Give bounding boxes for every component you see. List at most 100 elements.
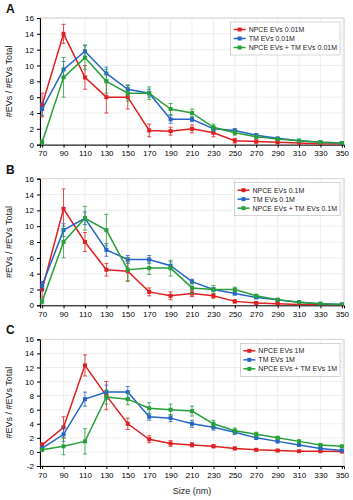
error-bar (233, 130, 237, 135)
grid-line-x (170, 339, 171, 466)
y-tick: 8 (30, 77, 40, 86)
y-tick-label: 6 (30, 406, 35, 415)
y-tick-label: 12 (25, 46, 34, 55)
legend-label: NPCE EVs 0.01M (249, 26, 305, 33)
marker (276, 136, 280, 140)
y-tick-label: 0 (30, 141, 35, 150)
y-tick-mark (37, 226, 40, 227)
x-tick: 350 (336, 466, 350, 480)
y-tick-mark (37, 34, 40, 35)
error-bar (147, 124, 151, 137)
x-tick: 350 (336, 145, 350, 159)
marker (104, 95, 108, 99)
error-bar (40, 282, 44, 298)
legend-marker (247, 349, 251, 353)
error-bar (254, 436, 258, 439)
error-bar (233, 428, 237, 434)
y-tick-label: 2 (30, 125, 35, 134)
error-bar (62, 438, 66, 455)
y-tick-label: 10 (25, 62, 34, 71)
error-bar (211, 286, 215, 294)
x-tick-mark (320, 145, 321, 148)
x-tick-mark (106, 305, 107, 308)
y-tick-label: 10 (25, 378, 34, 387)
legend-label: TM EVs 0.1M (253, 196, 296, 203)
x-tick-label: 150 (122, 310, 136, 319)
x-tick-mark (85, 145, 86, 148)
x-tick: 90 (60, 305, 69, 319)
x-tick: 310 (293, 466, 307, 480)
marker (318, 302, 322, 306)
x-tick-label: 290 (271, 471, 285, 480)
x-tick: 330 (314, 145, 328, 159)
x-tick-label: 270 (250, 310, 264, 319)
grid-line-y (40, 257, 344, 258)
legend-item: TM EVs 1M (243, 356, 295, 363)
y-tick-mark (37, 18, 40, 19)
grid-line-y (40, 381, 344, 382)
y-tick: 10 (25, 62, 40, 71)
marker (276, 436, 280, 440)
error-bar (126, 85, 130, 109)
x-tick-label: 70 (38, 310, 47, 319)
y-tick-label: 2 (30, 286, 35, 295)
marker (83, 397, 87, 401)
error-bar (147, 403, 151, 414)
series (40, 212, 344, 305)
x-tick: 190 (164, 466, 178, 480)
error-bar (254, 135, 258, 138)
x-axis-line (41, 306, 345, 308)
x-tick-label: 130 (100, 310, 114, 319)
x-axis-line (41, 145, 345, 148)
y-tick-mark (37, 50, 40, 51)
marker (340, 303, 344, 306)
y-tick-mark (37, 81, 40, 82)
x-tick-label: 270 (250, 149, 264, 158)
x-tick-mark (213, 466, 214, 469)
y-tick-mark (37, 438, 40, 439)
x-tick-mark (299, 145, 300, 148)
error-bar (104, 263, 108, 276)
legend-label: NPCE EVs + TM EVs 1M (258, 365, 337, 372)
y-tick-label: 10 (25, 222, 34, 231)
marker (147, 415, 151, 419)
x-tick-label: 170 (143, 471, 157, 480)
x-tick: 130 (100, 305, 114, 319)
grid-line-y (40, 18, 344, 19)
y-tick: 2 (30, 434, 40, 443)
x-tick-mark (342, 466, 343, 469)
x-tick-mark (106, 466, 107, 469)
y-tick-label: 4 (30, 109, 35, 118)
x-tick-label: 210 (186, 310, 200, 319)
x-tick-mark (171, 145, 172, 148)
plot-area (40, 189, 344, 305)
x-tick-mark (235, 305, 236, 308)
x-tick: 330 (314, 305, 328, 319)
x-tick: 110 (79, 305, 92, 319)
marker (233, 288, 237, 292)
marker (104, 268, 108, 272)
marker (169, 416, 173, 420)
x-tick-mark (171, 466, 172, 469)
marker (169, 408, 173, 412)
marker (211, 125, 215, 129)
x-tick-mark (278, 305, 279, 308)
x-tick: 230 (207, 145, 221, 159)
marker (40, 448, 44, 452)
x-tick-label: 250 (229, 310, 243, 319)
marker (340, 141, 344, 145)
marker (297, 139, 301, 143)
y-tick-label: 6 (30, 254, 35, 263)
x-tick-mark (128, 305, 129, 308)
x-tick-mark (235, 145, 236, 148)
y-axis-title: #EVs / #EVs Total (4, 45, 14, 117)
legend-item: NPCE EVs 1M (243, 347, 304, 354)
error-bar (169, 404, 173, 415)
y-tick-label: 14 (25, 30, 34, 39)
y-tick-label: 16 (25, 14, 34, 23)
x-tick-label: 310 (293, 310, 307, 319)
error-bar (190, 282, 194, 293)
y-tick: 4 (30, 109, 40, 118)
y-axis-title: #EVs / #EVs Total (4, 367, 14, 439)
x-axis-line (41, 467, 345, 470)
